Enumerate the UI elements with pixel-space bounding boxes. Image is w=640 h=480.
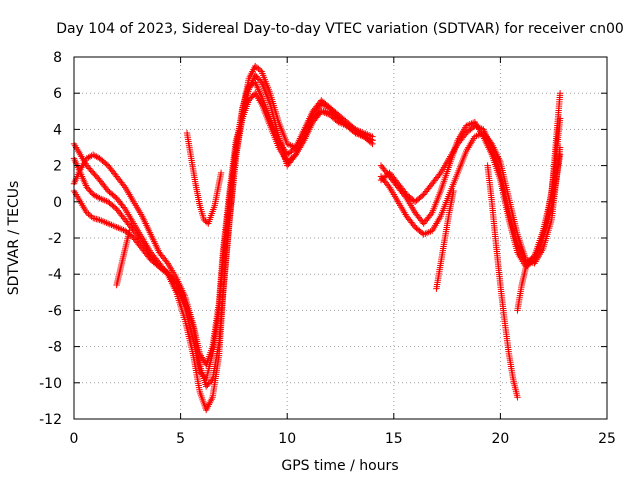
data-point: [316, 109, 324, 117]
x-tick-labels: 0 5 10 15 20 25: [70, 431, 616, 447]
data-point: [514, 394, 521, 401]
series-trace-12: [514, 115, 564, 314]
y-tick-label: -2: [48, 231, 62, 247]
data-point: [163, 258, 170, 265]
data-point: [257, 77, 264, 85]
chart-title: Day 104 of 2023, Sidereal Day-to-day VTE…: [56, 21, 624, 37]
series-trace-4: [70, 90, 376, 368]
data-point: [154, 262, 162, 269]
data-point: [120, 204, 128, 211]
data-point: [126, 227, 133, 234]
data-point: [83, 209, 90, 216]
series-trace-8: [113, 227, 133, 289]
x-tick-label: 25: [598, 431, 616, 447]
series-trace-7: [377, 90, 564, 267]
data-point: [369, 137, 376, 144]
data-point: [86, 212, 94, 219]
data-point: [217, 169, 225, 177]
data-point: [208, 377, 215, 384]
x-tick-label: 15: [385, 431, 403, 447]
data-point: [427, 211, 435, 218]
data-point: [103, 161, 110, 168]
data-points: [70, 62, 564, 414]
series-trace-3: [70, 79, 376, 383]
data-point: [112, 193, 119, 201]
y-tick-label: -10: [39, 376, 62, 392]
series-trace-9: [183, 129, 225, 227]
y-tick-label: -12: [39, 412, 62, 428]
y-tick-label: 6: [53, 86, 62, 102]
y-tick-labels: -12 -10 -8 -6 -4 -2 0 2 4 6 8: [39, 50, 62, 428]
y-tick-label: -4: [48, 267, 62, 283]
x-tick-label: 10: [278, 431, 296, 447]
x-tick-label: 5: [176, 431, 185, 447]
data-point: [252, 62, 259, 70]
x-tick-label: 0: [70, 431, 79, 447]
data-point: [255, 65, 262, 72]
data-point: [450, 187, 457, 195]
y-tick-label: 0: [53, 195, 62, 211]
y-tick-label: 2: [53, 159, 62, 175]
data-point: [137, 236, 145, 244]
axis-ticks: [73, 56, 608, 420]
data-point: [253, 64, 261, 71]
data-point: [410, 222, 418, 229]
y-tick-label: 8: [53, 50, 62, 66]
series-trace-11: [484, 162, 521, 401]
data-point: [163, 269, 170, 277]
data-point: [103, 186, 111, 193]
y-tick-label: 4: [53, 122, 62, 138]
y-tick-label: -6: [48, 303, 62, 319]
data-point: [256, 66, 264, 74]
x-tick-label: 20: [491, 431, 509, 447]
y-tick-label: -8: [48, 340, 62, 356]
data-point: [556, 115, 564, 122]
y-axis-label: SDTVAR / TECUs: [6, 181, 22, 296]
data-point: [436, 171, 443, 178]
data-point: [556, 90, 564, 97]
x-axis-label: GPS time / hours: [281, 458, 398, 474]
data-point: [85, 210, 92, 218]
data-point: [461, 131, 469, 138]
data-point: [94, 194, 102, 201]
data-point: [385, 182, 392, 189]
data-point: [112, 204, 119, 212]
data-point: [419, 192, 426, 199]
series-trace-10: [433, 187, 457, 292]
data-point: [120, 182, 128, 189]
data-point: [402, 189, 409, 197]
